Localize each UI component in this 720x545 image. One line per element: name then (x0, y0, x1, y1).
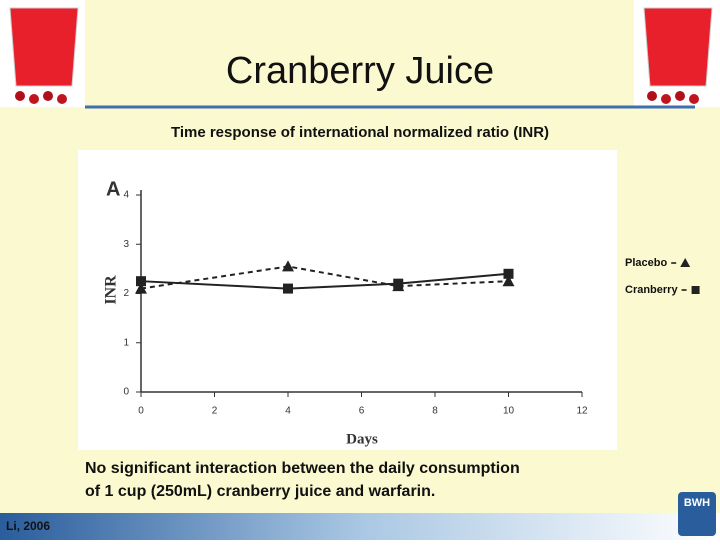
footer-bar (0, 513, 720, 540)
x-tick-label: 4 (285, 406, 291, 417)
x-tick-label: 12 (576, 406, 588, 417)
y-tick-label: 3 (123, 239, 129, 250)
logo: BWH (684, 497, 710, 509)
x-axis-label: Days (346, 431, 378, 447)
data-point (135, 282, 147, 294)
y-tick-label: 4 (123, 190, 129, 201)
x-tick-label: 0 (138, 406, 144, 417)
logo-shield (678, 492, 716, 536)
citation: Li, 2006 (6, 519, 50, 533)
data-point (282, 260, 294, 272)
chart-title: Time response of international normalize… (171, 124, 549, 141)
y-tick-label: 1 (123, 337, 129, 348)
x-tick-label: 10 (503, 406, 515, 417)
panel-label: A (106, 178, 120, 200)
footnote-line: of 1 cup (250mL) cranberry juice and war… (85, 483, 435, 500)
x-tick-label: 6 (359, 406, 365, 417)
x-tick-label: 8 (432, 406, 438, 417)
y-axis-label: INR (103, 275, 120, 305)
slide-title: Cranberry Juice (226, 50, 494, 92)
chart-panel (78, 150, 617, 450)
data-point (393, 278, 404, 289)
series-line (140, 265, 509, 290)
y-tick-label: 0 (123, 387, 129, 398)
legend-marker (680, 258, 691, 267)
juice-image-right (634, 0, 720, 107)
footnote-line: No significant interaction between the d… (85, 460, 520, 477)
data-point (283, 283, 293, 294)
legend-label: Placebo (625, 257, 667, 269)
data-point (503, 268, 514, 279)
data-point (502, 275, 515, 287)
data-point (136, 276, 146, 287)
x-tick-label: 2 (212, 406, 218, 417)
legend-label: Cranberry (625, 284, 678, 296)
y-tick-label: 2 (123, 288, 129, 299)
juice-image-left (0, 0, 85, 107)
series-line (140, 272, 509, 290)
legend-marker (691, 286, 700, 294)
